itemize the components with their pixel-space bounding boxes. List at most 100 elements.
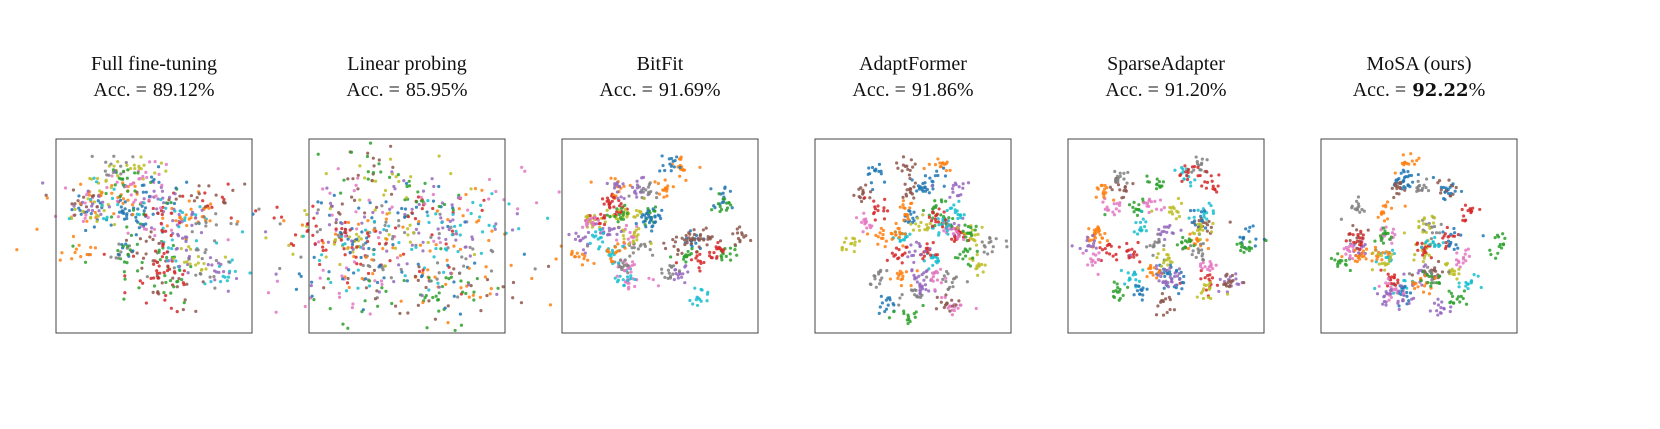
tsne-point [1186, 246, 1190, 251]
tsne-point [840, 248, 844, 252]
tsne-point [950, 308, 954, 312]
tsne-point [179, 247, 183, 251]
tsne-point [632, 246, 636, 250]
tsne-point [622, 184, 626, 188]
tsne-point [1373, 286, 1377, 291]
tsne-point [181, 194, 185, 198]
tsne-point [384, 220, 388, 224]
tsne-point [695, 254, 699, 258]
tsne-point [881, 233, 885, 237]
tsne-point [684, 260, 688, 264]
tsne-point [905, 245, 909, 249]
tsne-point [915, 216, 920, 220]
tsne-point [1206, 246, 1211, 251]
tsne-point [446, 224, 450, 229]
tsne-point [858, 196, 862, 200]
tsne-point [1439, 191, 1443, 195]
tsne-point [910, 269, 914, 273]
tsne-point [1357, 204, 1361, 208]
tsne-point [647, 213, 651, 217]
tsne-point [139, 155, 143, 159]
tsne-point [187, 257, 191, 261]
tsne-point [202, 261, 206, 266]
tsne-point [908, 168, 912, 173]
tsne-point [421, 189, 426, 193]
tsne-point [417, 219, 421, 224]
tsne-point [1344, 245, 1348, 250]
tsne-point [1438, 243, 1442, 248]
tsne-point [935, 212, 939, 216]
tsne-point [452, 244, 456, 248]
tsne-point [948, 206, 952, 210]
tsne-point [494, 222, 498, 226]
tsne-point [385, 212, 389, 216]
tsne-point [225, 279, 229, 283]
tsne-point [116, 249, 120, 253]
tsne-point [366, 271, 371, 276]
tsne-point [170, 238, 174, 242]
tsne-point [119, 250, 123, 254]
tsne-point [1489, 252, 1493, 257]
tsne-point [209, 280, 213, 284]
tsne-point [1141, 217, 1145, 221]
tsne-point [933, 224, 937, 228]
tsne-point [942, 166, 946, 170]
tsne-point [1207, 219, 1211, 224]
tsne-point [1137, 279, 1142, 283]
tsne-point [635, 234, 639, 239]
tsne-point [597, 222, 601, 226]
tsne-point [339, 191, 343, 195]
tsne-point [15, 248, 19, 252]
tsne-point [1216, 184, 1220, 188]
tsne-point [347, 285, 351, 290]
tsne-point [635, 238, 639, 242]
tsne-point [927, 215, 932, 219]
tsne-point [471, 237, 475, 241]
tsne-point [1163, 274, 1167, 278]
tsne-point [91, 193, 96, 198]
tsne-point [419, 195, 423, 199]
tsne-point [144, 239, 148, 243]
tsne-point [1244, 247, 1249, 251]
tsne-point [67, 217, 71, 221]
tsne-point [586, 230, 591, 235]
tsne-point [663, 168, 667, 173]
tsne-point [943, 295, 947, 299]
tsne-point [1455, 263, 1459, 267]
tsne-point [444, 237, 448, 242]
tsne-point [1449, 191, 1453, 196]
tsne-point [888, 298, 892, 302]
tsne-point [189, 216, 193, 220]
tsne-point [730, 206, 734, 210]
tsne-point [129, 233, 134, 237]
tsne-point [934, 259, 938, 264]
tsne-point [1145, 287, 1149, 291]
tsne-point [1466, 208, 1470, 213]
tsne-point [1348, 254, 1352, 258]
tsne-point [356, 286, 360, 290]
tsne-point [940, 200, 944, 204]
tsne-point [1118, 171, 1122, 175]
panel-title: Linear probing [347, 53, 466, 75]
tsne-point [1425, 272, 1429, 277]
tsne-point [1431, 175, 1435, 180]
tsne-point [879, 226, 883, 230]
tsne-point [194, 273, 198, 277]
tsne-point [1398, 180, 1403, 185]
tsne-point [188, 262, 192, 266]
tsne-point [391, 165, 395, 169]
tsne-point [482, 198, 486, 202]
tsne-point [906, 167, 910, 171]
tsne-point [112, 154, 116, 158]
tsne-point [138, 237, 143, 241]
tsne-point [617, 212, 621, 217]
tsne-point [1382, 219, 1387, 223]
tsne-point [1385, 262, 1389, 266]
tsne-point [1242, 280, 1246, 285]
tsne-point [883, 197, 887, 201]
tsne-point [1211, 267, 1215, 271]
tsne-point [363, 299, 367, 303]
tsne-point [186, 262, 190, 267]
tsne-point [199, 268, 204, 272]
tsne-point [186, 271, 190, 275]
